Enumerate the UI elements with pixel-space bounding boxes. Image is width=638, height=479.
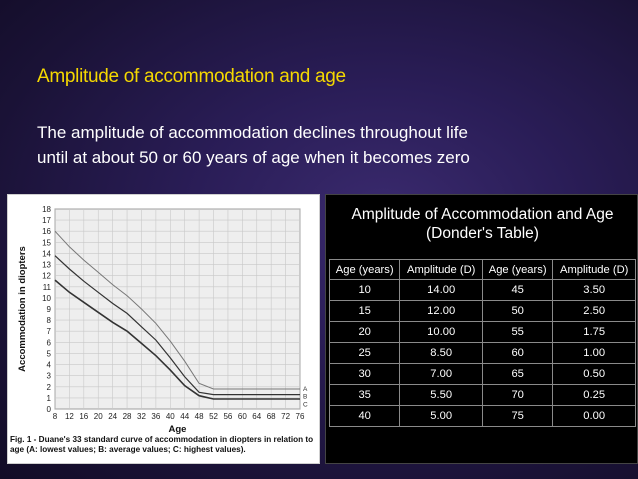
x-tick-label: 20 (94, 412, 103, 421)
table-row: 35 5.50 70 0.25 (328, 384, 636, 406)
table-header-row: Age (years) Amplitude (D) Age (years) Am… (328, 259, 636, 280)
header-cell: Amplitude (D) (399, 259, 483, 280)
donders-table-panel: Amplitude of Accommodation and Age (Dond… (325, 194, 638, 464)
table-cell: 12.00 (399, 300, 483, 322)
y-tick-label: 12 (42, 272, 51, 281)
table-title-line-2: (Donder's Table) (426, 225, 539, 242)
table-cell: 50 (481, 300, 554, 322)
y-tick-label: 4 (47, 361, 52, 370)
y-tick-label: 1 (47, 394, 52, 403)
table-cell: 1.00 (552, 342, 636, 364)
table-cell: 75 (481, 405, 554, 427)
x-tick-label: 64 (252, 412, 261, 421)
table-cell: 5.00 (399, 405, 483, 427)
table-row: 25 8.50 60 1.00 (328, 342, 636, 364)
table-cell: 7.00 (399, 363, 483, 385)
x-tick-label: 68 (267, 412, 276, 421)
x-tick-label: 56 (223, 412, 232, 421)
y-tick-label: 17 (42, 216, 51, 225)
table-cell: 70 (481, 384, 554, 406)
table-cell: 60 (481, 342, 554, 364)
series-line-a (54, 279, 300, 400)
slide-body: The amplitude of accommodation declines … (37, 120, 617, 170)
y-tick-label: 9 (47, 305, 52, 314)
y-tick-label: 13 (42, 261, 51, 270)
table-cell: 10.00 (399, 321, 483, 343)
x-tick-label: 44 (180, 412, 189, 421)
x-tick-label: 40 (166, 412, 175, 421)
y-tick-label: 10 (42, 294, 51, 303)
y-tick-label: 2 (47, 383, 52, 392)
table-row: 40 5.00 75 0.00 (328, 405, 636, 427)
y-tick-label: 5 (47, 349, 52, 358)
table-row: 15 12.00 50 2.50 (328, 300, 636, 322)
table-cell: 55 (481, 321, 554, 343)
slide-title: Amplitude of accommodation and age (37, 66, 346, 87)
table-cell: 0.50 (552, 363, 636, 385)
table-cell: 8.50 (399, 342, 483, 364)
body-line-1: The amplitude of accommodation declines … (37, 123, 468, 142)
x-tick-label: 24 (108, 412, 117, 421)
y-tick-label: 7 (47, 327, 52, 336)
x-tick-label: 8 (53, 412, 58, 421)
table-cell: 14.00 (399, 279, 483, 301)
y-tick-label: 16 (42, 227, 51, 236)
x-tick-label: 36 (151, 412, 160, 421)
table-cell: 30 (328, 363, 401, 385)
x-tick-label: 32 (137, 412, 146, 421)
table-cell: 65 (481, 363, 554, 385)
table-cell: 2.50 (552, 300, 636, 322)
duane-curve-figure: 0 1 2 3 4 5 6 7 8 9 10 11 12 13 14 15 16 17 18 8 12 16 20 24 28 3… (7, 194, 320, 464)
y-tick-label: 6 (47, 338, 52, 347)
table-cell: 40 (328, 405, 401, 427)
x-tick-label: 60 (238, 412, 247, 421)
donders-table: Age (years) Amplitude (D) Age (years) Am… (328, 259, 636, 427)
table-row: 20 10.00 55 1.75 (328, 321, 636, 343)
table-row: 10 14.00 45 3.50 (328, 279, 636, 301)
table-cell: 35 (328, 384, 401, 406)
x-tick-label: 28 (123, 412, 132, 421)
table-cell: 0.25 (552, 384, 636, 406)
x-tick-label: 16 (79, 412, 88, 421)
table-cell: 25 (328, 342, 401, 364)
x-tick-label: 76 (296, 412, 305, 421)
y-tick-label: 14 (42, 249, 51, 258)
y-tick-label: 15 (42, 238, 51, 247)
y-tick-label: 3 (47, 372, 52, 381)
table-cell: 3.50 (552, 279, 636, 301)
table-cell: 10 (328, 279, 401, 301)
header-cell: Age (years) (481, 259, 554, 280)
table-cell: 1.75 (552, 321, 636, 343)
y-axis-label: Accommodation in diopters (17, 246, 28, 372)
x-tick-label: 12 (65, 412, 74, 421)
table-title: Amplitude of Accommodation and Age (Dond… (326, 205, 638, 243)
series-end-label: C (303, 401, 308, 408)
series-line-c (54, 230, 300, 390)
figure-caption: Fig. 1 - Duane's 33 standard curve of ac… (10, 435, 314, 454)
y-tick-label: 8 (47, 316, 52, 325)
table-title-line-1: Amplitude of Accommodation and Age (351, 206, 614, 223)
x-tick-label: 48 (195, 412, 204, 421)
body-line-2: until at about 50 or 60 years of age whe… (37, 148, 470, 167)
table-cell: 5.50 (399, 384, 483, 406)
series-end-label: A (303, 386, 308, 393)
header-cell: Amplitude (D) (552, 259, 636, 280)
x-axis-label: Age (169, 424, 187, 435)
table-cell: 0.00 (552, 405, 636, 427)
table-cell: 45 (481, 279, 554, 301)
header-cell: Age (years) (328, 259, 401, 280)
x-tick-label: 72 (281, 412, 290, 421)
y-tick-label: 0 (47, 405, 52, 414)
y-tick-label: 11 (43, 283, 52, 292)
x-tick-label: 52 (209, 412, 218, 421)
table-cell: 20 (328, 321, 401, 343)
table-cell: 15 (328, 300, 401, 322)
series-end-label: B (303, 394, 307, 401)
table-row: 30 7.00 65 0.50 (328, 363, 636, 385)
y-tick-label: 18 (42, 205, 51, 214)
series-line-b (54, 255, 300, 396)
